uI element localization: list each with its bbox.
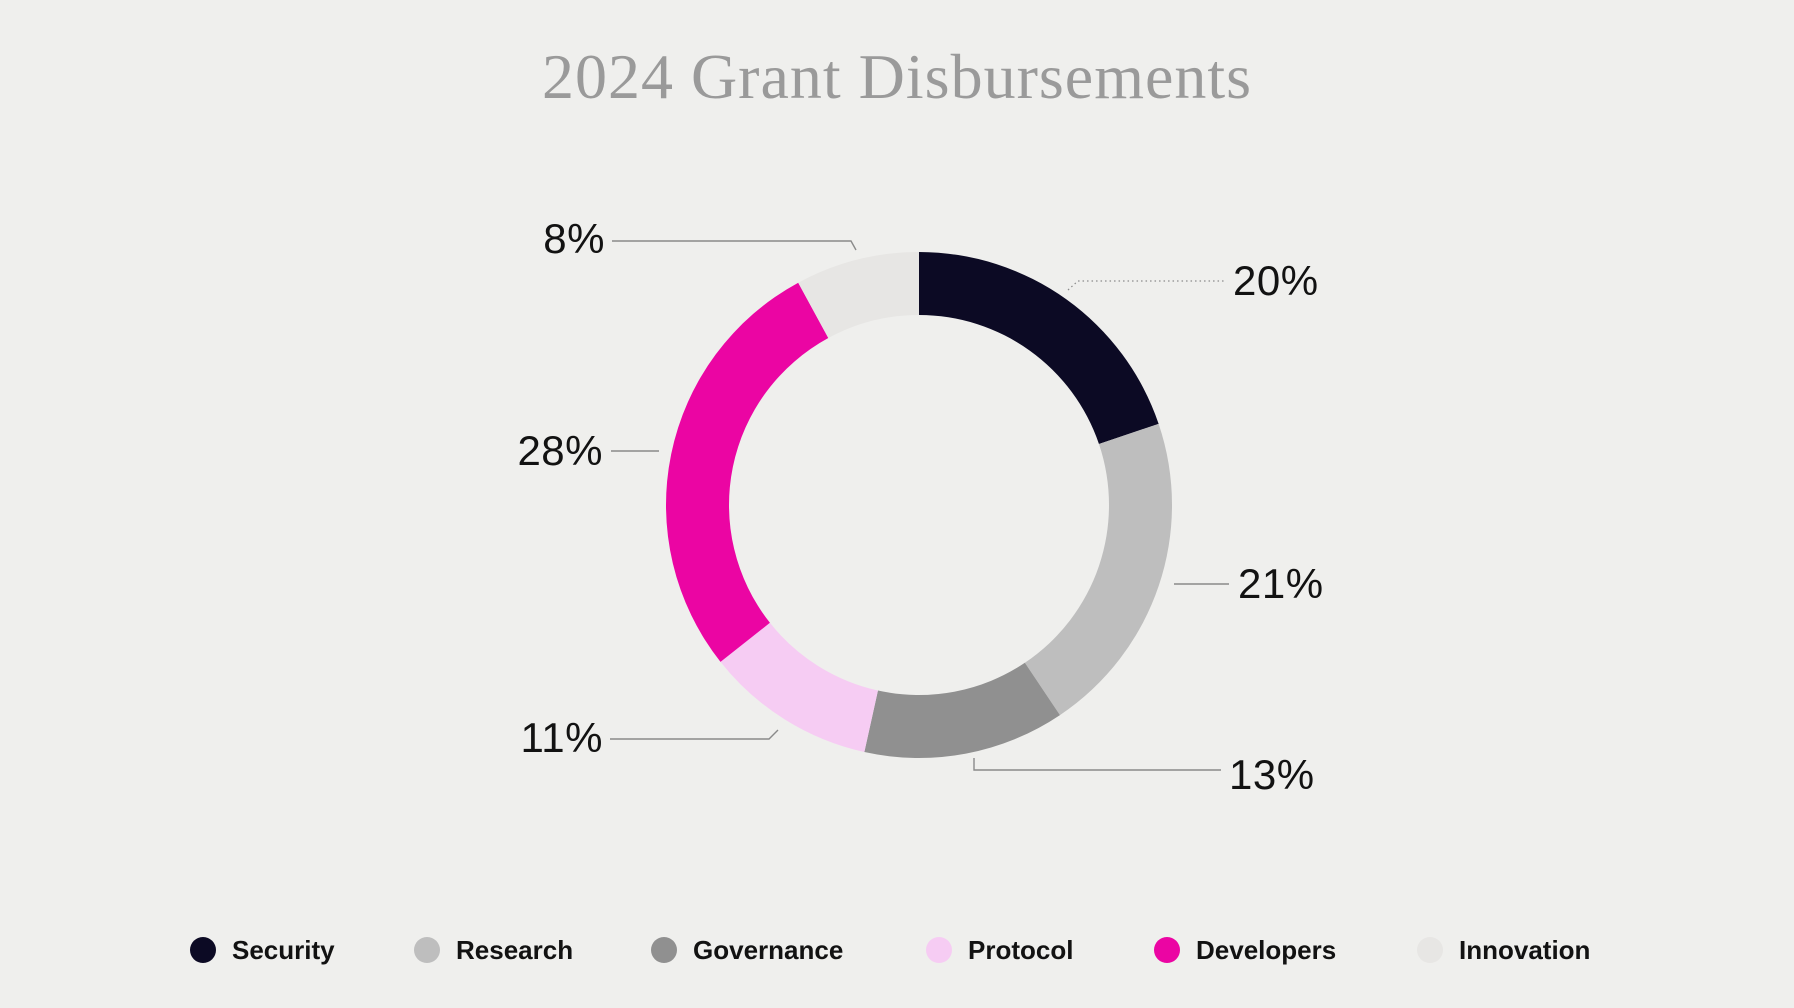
legend-dot-security: [190, 937, 216, 963]
leader-line-innovation: [612, 240, 857, 251]
pct-label-developers: 28%: [517, 427, 603, 474]
segment-security: [919, 252, 1159, 445]
segment-developers: [666, 282, 829, 662]
legend-label-innovation: Innovation: [1459, 934, 1591, 965]
pct-label-security: 20%: [1233, 257, 1319, 304]
pct-label-innovation: 8%: [543, 215, 605, 262]
leader-line-protocol: [610, 729, 779, 740]
legend-item-protocol: Protocol: [926, 934, 1073, 966]
pct-label-protocol: 11%: [520, 714, 603, 761]
legend-dot-protocol: [926, 937, 952, 963]
leader-line-security: [1067, 280, 1226, 291]
legend-item-security: Security: [190, 934, 335, 966]
segment-innovation: [798, 252, 919, 339]
segment-protocol: [720, 622, 878, 753]
legend-item-developers: Developers: [1154, 934, 1336, 966]
leader-lines: [610, 240, 1229, 771]
legend-dot-research: [414, 937, 440, 963]
chart-title: 2024 Grant Disbursements: [541, 41, 1253, 112]
legend-item-research: Research: [414, 934, 573, 966]
segment-research: [1024, 423, 1173, 716]
legend-dot-developers: [1154, 937, 1180, 963]
pct-label-research: 21%: [1238, 560, 1324, 607]
legend-label-research: Research: [456, 934, 574, 965]
legend-label-protocol: Protocol: [968, 934, 1074, 965]
legend-item-governance: Governance: [651, 934, 843, 966]
legend-dot-innovation: [1417, 937, 1443, 963]
legend-label-security: Security: [232, 934, 335, 965]
donut-segments: [666, 252, 1173, 759]
pct-label-governance: 13%: [1229, 751, 1315, 798]
legend-label-governance: Governance: [693, 934, 844, 965]
segment-governance: [864, 662, 1060, 759]
leader-line-governance: [973, 758, 1221, 771]
legend-item-innovation: Innovation: [1417, 934, 1590, 966]
legend-label-developers: Developers: [1196, 934, 1337, 965]
legend-dot-governance: [651, 937, 677, 963]
